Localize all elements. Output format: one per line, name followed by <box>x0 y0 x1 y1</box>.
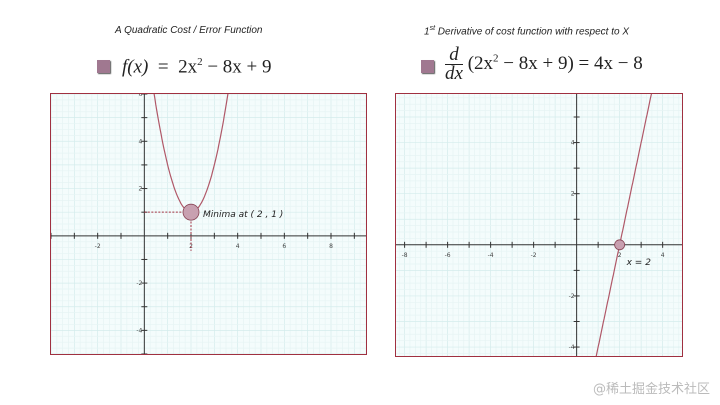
x-tick-label: 8 <box>329 243 333 250</box>
x-tick-label: 2 <box>618 252 622 259</box>
marker-point <box>614 239 626 251</box>
derivative-plot: -8 -6 -4 -2 2 4 -4 -2 2 4 x = 2 <box>395 70 683 381</box>
y-tick-label: -4 <box>569 344 575 351</box>
watermark: @稀土掘金技术社区 <box>592 382 710 397</box>
y-tick-label: 2 <box>571 191 575 198</box>
right-equation: d dx (2x2 − 8x + 9) = 4x − 8 <box>445 44 643 84</box>
x-tick-label: -2 <box>95 243 101 250</box>
y-tick-label: -4 <box>136 327 142 334</box>
bullet-icon <box>421 60 434 73</box>
x-tick-label: -2 <box>531 252 537 259</box>
y-tick-label: 4 <box>571 140 575 147</box>
function-curve <box>590 70 657 381</box>
bullet-icon <box>97 60 110 73</box>
x-tick-label: -6 <box>445 252 451 259</box>
y-tick-label: 2 <box>139 186 143 193</box>
x-tick-label: 4 <box>236 243 240 250</box>
annotation-label: x = 2 <box>626 258 652 268</box>
y-tick-label: -2 <box>136 280 142 287</box>
x-tick-label: 4 <box>661 252 665 259</box>
x-tick-label: -8 <box>402 252 408 259</box>
y-tick-label: 6 <box>139 94 143 98</box>
annotation-label: Minima at ( 2 , 1 ) <box>203 210 283 220</box>
marker-point <box>182 203 200 221</box>
x-tick-label: 6 <box>282 243 286 250</box>
y-tick-label: -2 <box>569 293 575 300</box>
quadratic-plot: -2 2 4 6 8 -4 -2 2 4 6 Minima at ( 2 , 1 ) <box>50 70 367 355</box>
right-chart-title: 1st Derivative of cost function with res… <box>424 25 629 38</box>
x-tick-label: -4 <box>488 252 494 259</box>
left-chart-title: A Quadratic Cost / Error Function <box>115 25 263 36</box>
left-equation: f(x) = 2x2 − 8x + 9 <box>122 56 272 78</box>
y-tick-label: 4 <box>139 138 143 145</box>
